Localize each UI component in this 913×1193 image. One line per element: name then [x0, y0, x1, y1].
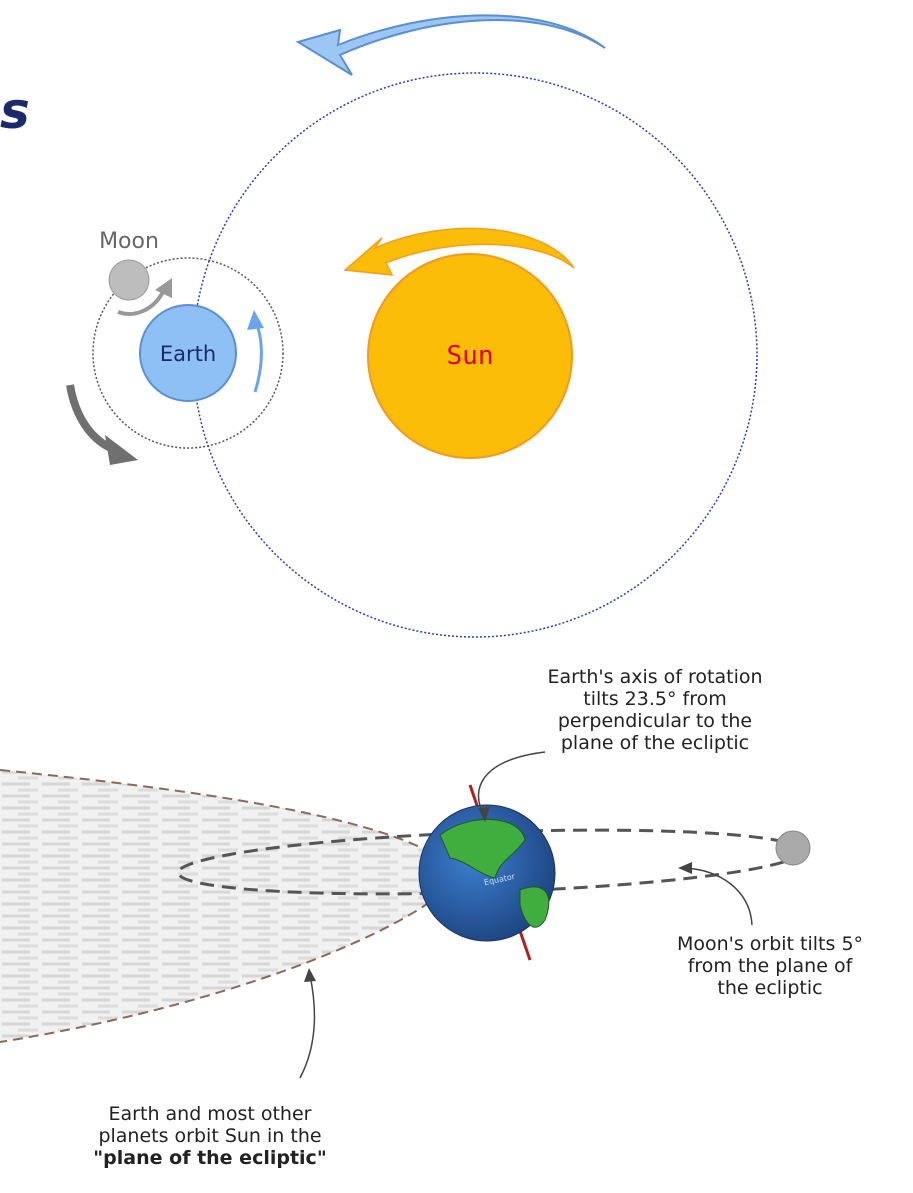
note-line: planets orbit Sun in the [98, 1125, 321, 1147]
pointer-head [478, 807, 490, 822]
note-line: the ecliptic [717, 977, 822, 999]
sun-label: Sun [447, 341, 494, 371]
earth-rotation-head [247, 310, 264, 330]
moon [108, 259, 150, 301]
pointer [477, 751, 546, 816]
note-line: Earth's axis of rotation [547, 666, 762, 688]
moon-small [775, 830, 811, 866]
earth-rotation-arrow [253, 319, 263, 393]
note-line: Earth and most other [109, 1103, 312, 1125]
note-line: plane of the ecliptic [561, 732, 749, 754]
continent [519, 886, 550, 928]
sun-rotation-arrow [343, 227, 575, 276]
note-line: from the plane of [688, 955, 854, 977]
moon-orbit [92, 257, 284, 449]
moon-label: Moon [99, 229, 159, 254]
axis-note: Earth's axis of rotation tilts 23.5° fro… [547, 666, 762, 754]
note-line: Moon's orbit tilts 5° [677, 933, 863, 955]
note-emphasis: "plane of the ecliptic" [93, 1147, 326, 1169]
orbit-arrow [295, 14, 606, 76]
earth-label: Earth [160, 342, 216, 366]
pointer [299, 974, 316, 1079]
note-line: perpendicular to the [558, 710, 752, 732]
moon-rotation-head [155, 278, 172, 298]
moon-orbit-note: Moon's orbit tilts 5° from the plane of … [677, 933, 863, 999]
note-line: tilts 23.5° from [583, 688, 726, 710]
pointer [684, 867, 753, 926]
title-fragment: s [0, 82, 30, 140]
pointer-head [304, 968, 316, 982]
ecliptic-note: Earth and most other planets orbit Sun i… [93, 1103, 326, 1169]
moon-orbit-head [105, 435, 138, 465]
earth [139, 304, 237, 402]
ecliptic-edge [0, 769, 431, 1043]
ecliptic-plane [0, 770, 430, 1042]
sun [367, 253, 573, 459]
pointer-head [678, 862, 692, 874]
